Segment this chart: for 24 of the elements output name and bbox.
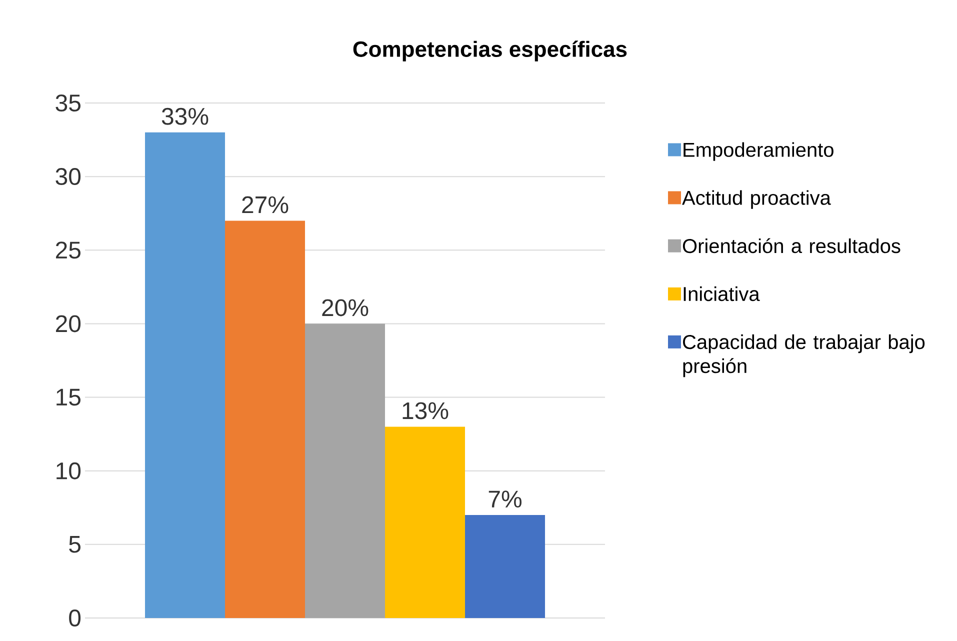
chart-title: Competencias específicas [353,40,627,62]
legend-label: Iniciativa [684,286,760,302]
data-label: 33% [162,108,208,125]
bar [225,220,306,618]
y-tick-label: 35 [56,94,80,112]
y-tick-label: 15 [56,388,80,406]
y-tick-label: 25 [56,242,80,259]
y-tick-label: 10 [56,462,81,480]
bar [305,324,386,618]
data-label: 7% [488,490,522,508]
bar [145,132,225,618]
y-tick-label: 20 [56,315,81,332]
y-tick-label: 30 [56,168,81,186]
data-label: 13% [402,402,448,420]
data-label: 20% [322,299,368,316]
bar [465,514,546,618]
legend-label: Capacidad de trabajar bajo presión [683,334,925,378]
legend-label: Actitud proactiva [682,190,831,209]
bar [385,426,466,618]
legend-label: Orientación a resultados [682,238,900,254]
y-tick-label: 0 [69,609,81,626]
y-tick-label: 5 [69,536,80,553]
data-label: 27% [242,196,288,214]
legend-label: Empoderamiento [684,142,834,161]
